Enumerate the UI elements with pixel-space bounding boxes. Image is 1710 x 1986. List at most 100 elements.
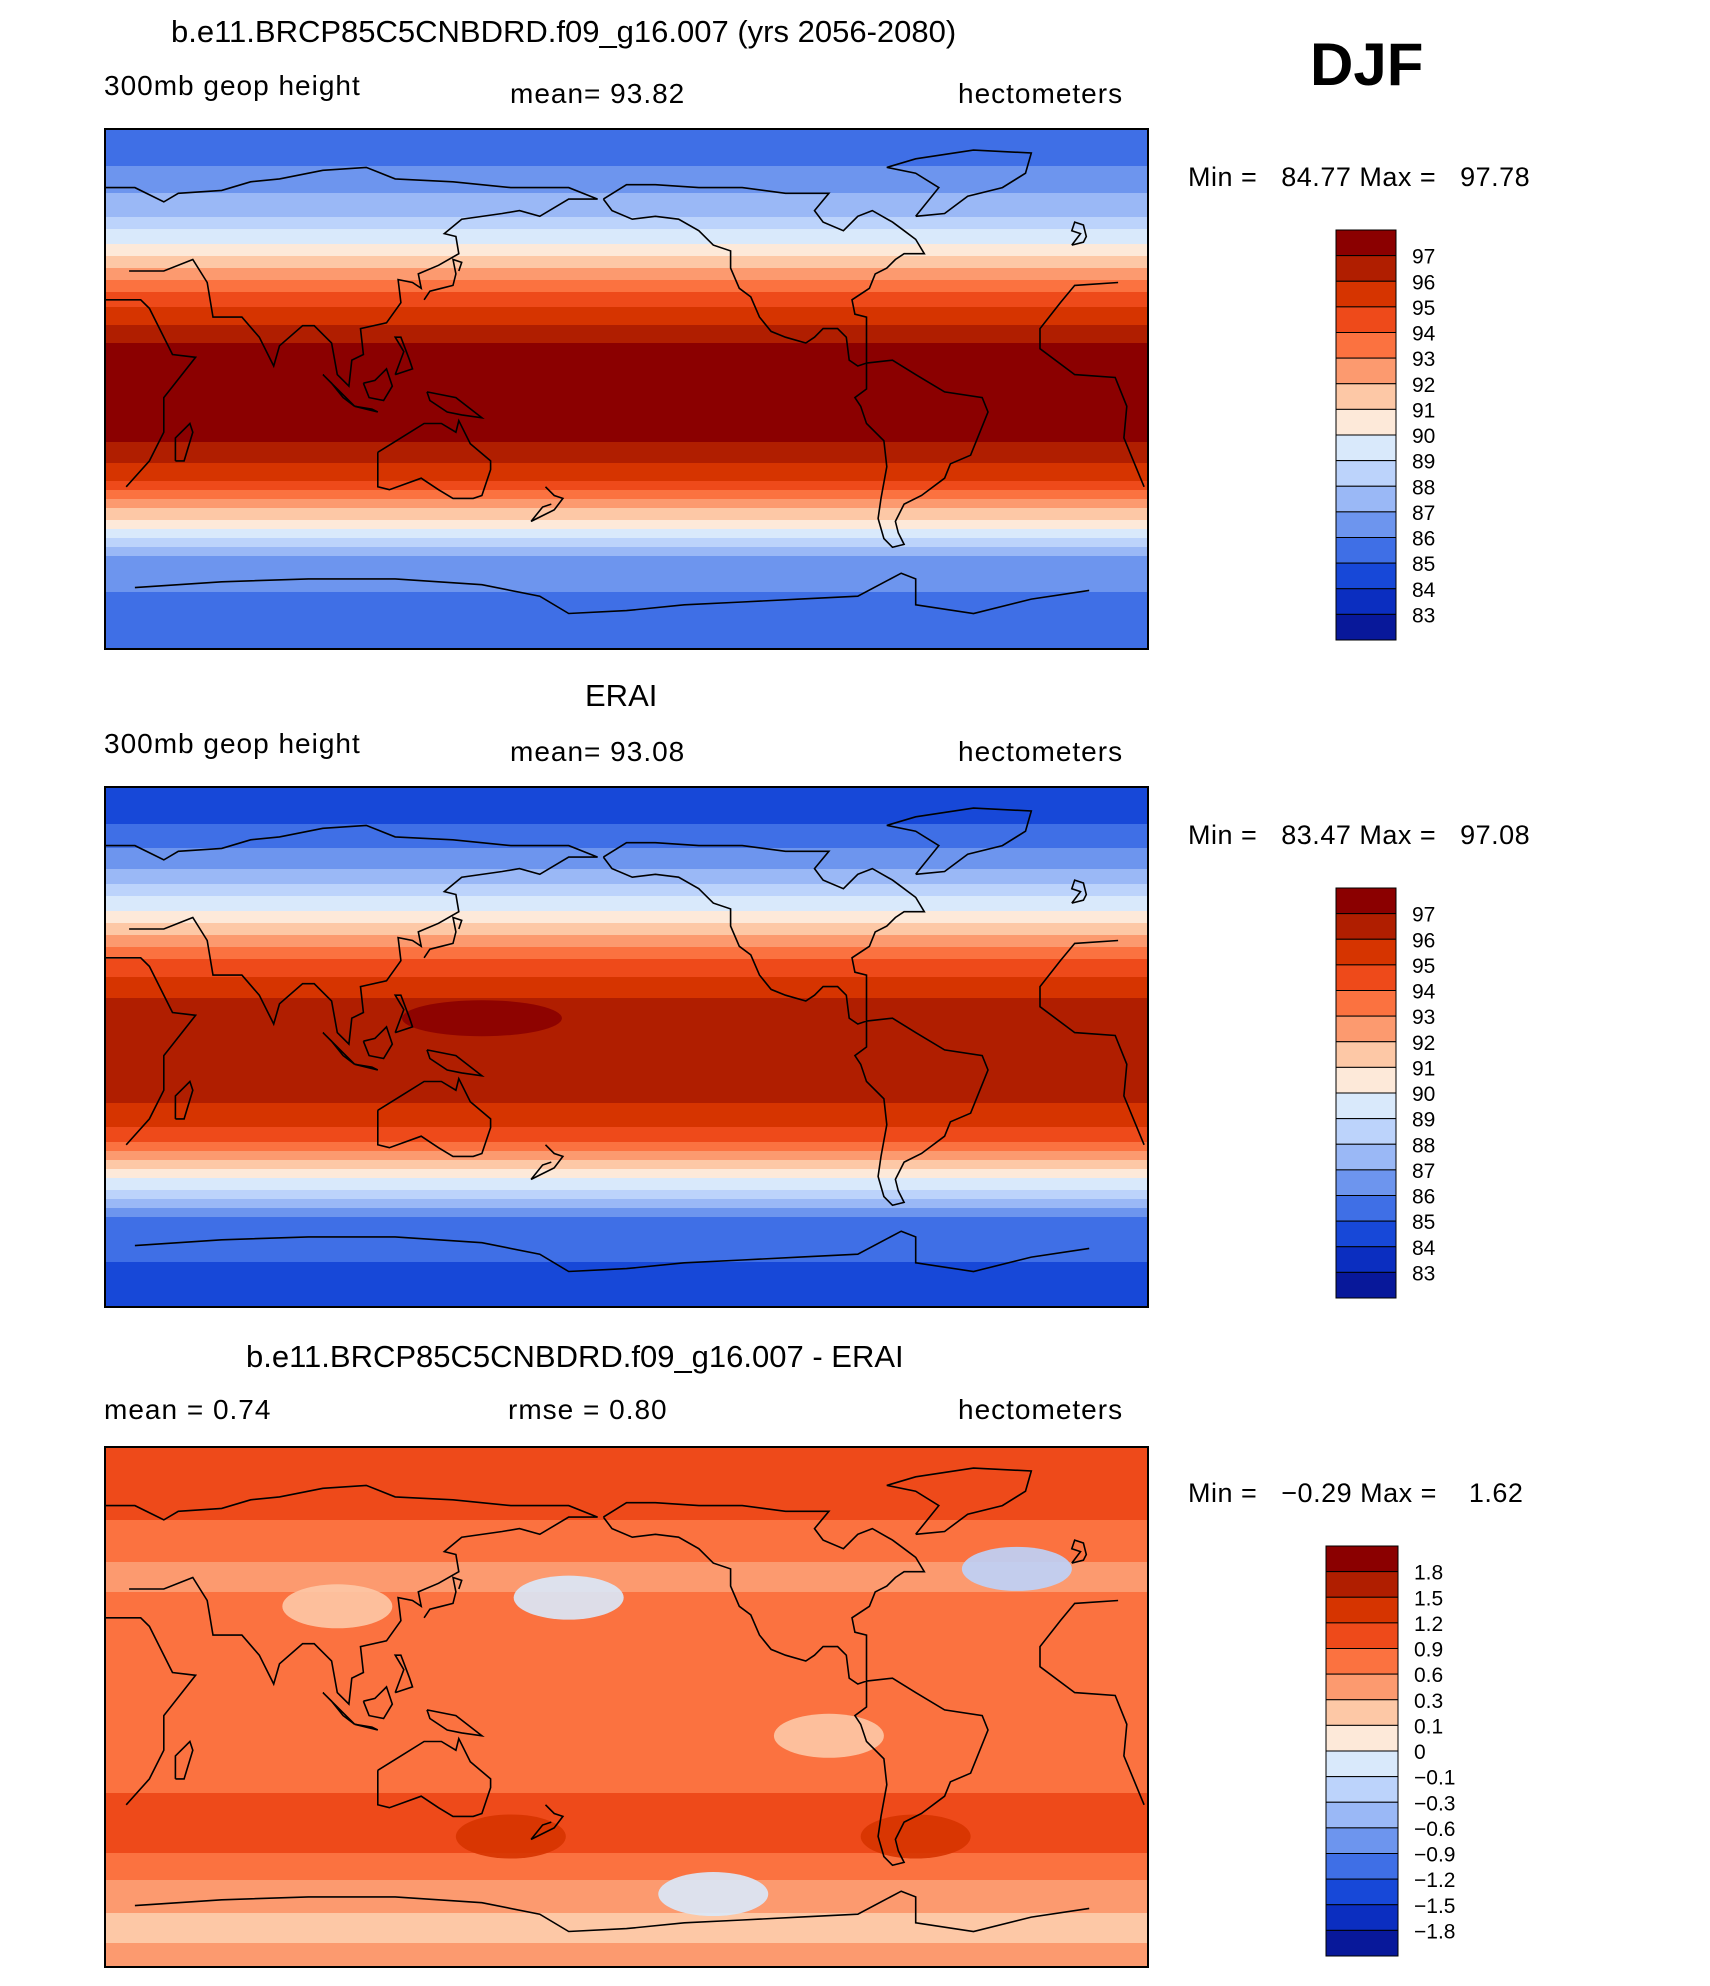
field-band [106,1214,1147,1218]
field-band [106,980,1147,984]
field-band [106,1850,1147,1854]
coastline [362,1025,394,1060]
field-band [106,1640,1147,1644]
field-band [106,1619,1147,1623]
coastline [1039,281,1145,488]
field-band [106,1265,1147,1269]
field-band [106,1853,1147,1857]
colorbar-tick-label: 90 [1412,1083,1435,1106]
coastline [886,807,1033,876]
field-band [106,1589,1147,1593]
colorbar-swatch [1335,408,1397,436]
field-band [106,1091,1147,1095]
field-band [106,1616,1147,1620]
field-band [106,992,1147,996]
field-band [106,1763,1147,1767]
field-band [106,577,1147,581]
field-band [106,1202,1147,1206]
field-band [106,1040,1147,1044]
field-band [106,1226,1147,1230]
colorbar-swatch [1335,357,1397,385]
coastline [1039,939,1145,1146]
colorbar-tick-label: 95 [1412,955,1435,978]
field-band [106,899,1147,903]
field-band [106,202,1147,206]
field-band [106,502,1147,506]
coastline [376,418,492,500]
field-band [106,523,1147,527]
field-band [106,1142,1147,1146]
field-band [106,178,1147,182]
field-band [106,235,1147,239]
field-band [106,1940,1147,1944]
field-band [106,1628,1147,1632]
field-anomaly [773,1713,884,1758]
field-band [106,1700,1147,1704]
field-band [106,932,1147,936]
colorbar-swatch [1335,1066,1397,1094]
field-band [106,1502,1147,1506]
field-band [106,1022,1147,1026]
field-band [106,1241,1147,1245]
field-band [106,1712,1147,1716]
colorbar-swatch [1325,1648,1399,1675]
field-band [106,526,1147,530]
field-band [106,148,1147,152]
field-band [106,163,1147,167]
colorbar-swatch [1325,1904,1399,1931]
field-band [106,1484,1147,1488]
field-band [106,1244,1147,1248]
field-band [106,1709,1147,1713]
field-band [106,448,1147,452]
field-band [106,553,1147,557]
field-band [106,256,1147,260]
coastline [853,1677,989,1867]
field-band [106,1010,1147,1014]
field-band [106,1457,1147,1461]
field-band [106,1745,1147,1749]
field-band [106,640,1147,644]
colorbar-tick-label: 96 [1412,929,1435,952]
field-band [106,193,1147,197]
field-band [106,622,1147,626]
field-band [106,439,1147,443]
field-band [106,532,1147,536]
field-band [106,824,1147,828]
panel-3-rmse-label: rmse = 0.80 [508,1394,668,1425]
map-panel-2 [104,786,1149,1308]
field-band [106,1667,1147,1671]
field-band [106,181,1147,185]
field-band [106,1550,1147,1554]
field-band [106,571,1147,575]
coastline [322,374,356,407]
field-band [106,1304,1147,1306]
field-band [106,1886,1147,1890]
field-band [106,412,1147,416]
coastline [106,824,598,1046]
colorbar-swatch [1325,1596,1399,1624]
coastline [106,166,598,388]
field-band [106,863,1147,867]
field-band [106,1604,1147,1608]
field-band [106,1958,1147,1962]
field-band [106,1148,1147,1152]
field-band [106,331,1147,335]
field-band [106,1658,1147,1662]
field-band [106,1532,1147,1536]
colorbar-swatch [1335,1143,1397,1171]
field-band [106,794,1147,798]
field-band [106,1871,1147,1875]
panel-1-units-label: hectometers [958,78,1124,109]
field-band [106,253,1147,257]
field-band [106,1124,1147,1128]
field-band [106,1706,1147,1710]
field-band [106,1088,1147,1092]
field-band [106,1817,1147,1821]
field-band [106,941,1147,945]
field-band [106,157,1147,161]
field-band [106,1001,1147,1005]
colorbar-swatch [1335,280,1397,308]
colorbar-swatch [1335,887,1397,915]
panel-2-title: ERAI [585,678,658,713]
colorbar-swatch [1335,1015,1397,1043]
